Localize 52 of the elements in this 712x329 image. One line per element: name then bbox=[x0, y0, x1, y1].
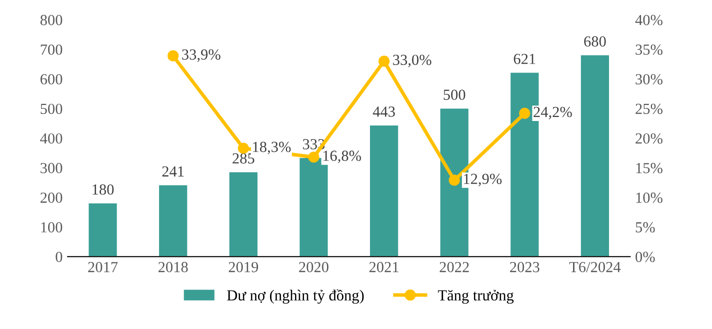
x-tick-label: 2019 bbox=[228, 262, 258, 272]
point bbox=[378, 56, 390, 67]
x-tick-label: 2018 bbox=[158, 262, 188, 272]
y2-tick-label: 25% bbox=[636, 104, 662, 114]
x-tick-label: 2020 bbox=[299, 262, 328, 272]
y-tick-label: 0 bbox=[56, 252, 62, 262]
x-tick-label: T6/2024 bbox=[569, 262, 621, 272]
data-label: 621 bbox=[514, 54, 536, 64]
x-tick-label: 2023 bbox=[510, 262, 540, 272]
data-label: 680 bbox=[584, 36, 606, 47]
x-tick-label: 2021 bbox=[369, 262, 398, 272]
data-label: 500 bbox=[444, 90, 466, 100]
y-tick-label: 600 bbox=[40, 74, 62, 84]
y-tick-label: 800 bbox=[40, 14, 62, 26]
y2-tick-label: 15% bbox=[636, 162, 662, 174]
point bbox=[519, 108, 530, 119]
bar bbox=[88, 203, 117, 257]
y2-tick-label: 20% bbox=[636, 133, 662, 144]
data-label: 33,0% bbox=[393, 54, 432, 68]
data-label: 33,9% bbox=[182, 49, 220, 62]
legend-label: Tăng trưởng bbox=[438, 290, 514, 304]
point bbox=[238, 142, 249, 154]
point bbox=[168, 50, 179, 62]
legend-label: Dư nợ (nghìn tỷ đồng) bbox=[227, 289, 364, 304]
bar bbox=[370, 125, 398, 257]
y-tick-label: 100 bbox=[41, 222, 62, 232]
y2-tick-label: 0% bbox=[636, 252, 655, 262]
y-tick-label: 500 bbox=[40, 104, 62, 114]
y-tick-label: 300 bbox=[40, 162, 62, 174]
x-tick-label: 2017 bbox=[88, 262, 118, 272]
y-tick-label: 200 bbox=[40, 192, 62, 203]
y2-tick-label: 5% bbox=[636, 222, 655, 233]
data-label: 443 bbox=[372, 106, 395, 117]
data-label: 285 bbox=[232, 153, 254, 164]
y2-tick-label: 35% bbox=[636, 44, 662, 55]
point bbox=[448, 174, 460, 186]
x-tick-label: 2022 bbox=[440, 262, 469, 272]
y-tick-label: 400 bbox=[40, 133, 62, 144]
y-tick-label: 700 bbox=[40, 44, 62, 55]
data-label: 24,2% bbox=[534, 106, 572, 120]
data-label: 180 bbox=[92, 184, 114, 195]
data-label: 12,9% bbox=[464, 174, 502, 186]
y2-tick-label: 10% bbox=[636, 192, 662, 203]
bar bbox=[159, 185, 188, 257]
data-label: 18,3% bbox=[253, 142, 291, 154]
point bbox=[308, 152, 320, 163]
data-label: 241 bbox=[162, 166, 184, 176]
y2-tick-label: 30% bbox=[636, 74, 662, 84]
bar bbox=[580, 55, 610, 257]
y2-tick-label: 40% bbox=[635, 14, 662, 26]
data-label: 16,8% bbox=[323, 150, 361, 164]
bar bbox=[229, 172, 258, 257]
